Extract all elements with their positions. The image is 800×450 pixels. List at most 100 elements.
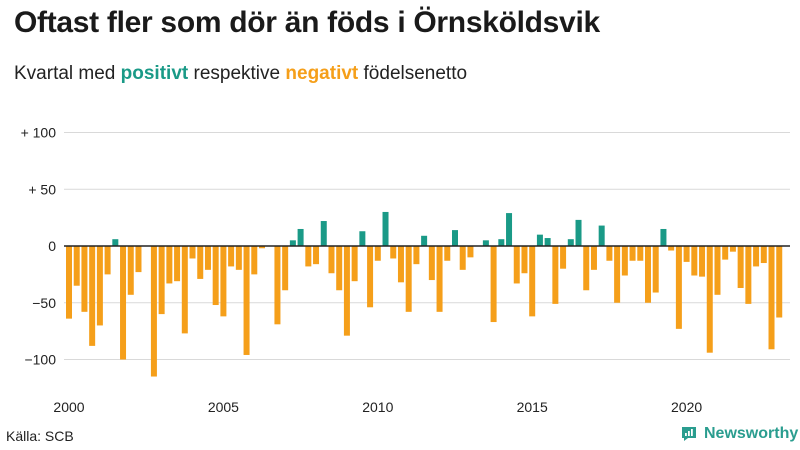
bar-negative — [189, 246, 196, 259]
bar-negative — [235, 246, 242, 270]
bar-negative — [150, 246, 157, 377]
bar-negative — [768, 246, 775, 350]
bar-negative — [197, 246, 204, 279]
bar-negative — [343, 246, 350, 336]
bar-positive — [297, 228, 304, 246]
bar-negative — [120, 246, 127, 360]
bar-negative — [274, 246, 281, 325]
subtitle-middle: respektive — [193, 63, 281, 84]
bar-negative — [436, 246, 443, 312]
subtitle-prefix: Kvartal med — [14, 63, 116, 84]
bar-negative — [714, 246, 721, 295]
y-tick-label: −50 — [32, 295, 56, 311]
bar-negative — [683, 246, 690, 262]
bar-negative — [722, 246, 729, 260]
bar-negative — [181, 246, 188, 334]
bar-negative — [351, 246, 358, 282]
bar-negative — [760, 246, 767, 264]
bar-negative — [367, 246, 374, 308]
bar-negative — [259, 246, 265, 249]
bar-negative — [243, 246, 250, 355]
bar-negative — [753, 246, 760, 267]
y-tick-label: + 50 — [28, 181, 56, 197]
bar-negative — [444, 246, 451, 261]
bar-negative — [104, 246, 111, 275]
bar-negative — [96, 246, 103, 326]
bar-positive — [382, 211, 389, 246]
bar-negative — [220, 246, 227, 317]
y-axis: + 100 + 50 0 −50 −100 — [21, 125, 57, 368]
chart-subtitle: Kvartal med positivt respektive negativt… — [14, 63, 467, 85]
bar-negative — [212, 246, 219, 306]
bar-positive — [567, 239, 574, 246]
bar-positive — [320, 221, 327, 246]
bar-positive — [498, 239, 505, 246]
bar-positive — [506, 213, 513, 246]
bar-negative — [328, 246, 335, 274]
bar-negative — [305, 246, 312, 267]
source-note: Källa: SCB — [6, 428, 74, 444]
bar-negative — [174, 246, 181, 282]
x-tick-label: 2005 — [208, 399, 239, 415]
bar-positive — [289, 240, 296, 246]
bar-negative — [127, 246, 134, 295]
bar-negative — [467, 246, 474, 258]
newsworthy-icon — [682, 427, 696, 441]
bar-negative — [313, 246, 320, 265]
x-tick-label: 2010 — [362, 399, 393, 415]
bar-negative — [89, 246, 96, 346]
chart-title: Oftast fler som dör än föds i Örnsköldsv… — [14, 6, 600, 39]
bar-negative — [81, 246, 88, 312]
bar-positive — [452, 230, 458, 246]
bar-negative — [413, 246, 420, 265]
bar-negative — [158, 246, 165, 315]
bar-positive — [482, 240, 489, 246]
bars — [66, 211, 783, 377]
bar-negative — [629, 246, 636, 261]
bar-chart: + 100 + 50 0 −50 −100 2000 2005 2010 2015 2020 — [21, 125, 790, 415]
bar-positive — [598, 225, 605, 246]
subtitle-positive-word: positivt — [120, 63, 189, 84]
bar-positive — [544, 238, 551, 246]
bar-negative — [521, 246, 528, 274]
newsworthy-logo: Newsworthy — [680, 425, 798, 443]
bar-negative — [560, 246, 567, 269]
subtitle-suffix: födelsenetto — [363, 63, 468, 84]
bar-negative — [590, 246, 597, 270]
bar-negative — [668, 246, 675, 251]
bar-negative — [645, 246, 651, 303]
bar-negative — [490, 246, 497, 323]
bar-negative — [282, 246, 289, 291]
bar-negative — [691, 246, 698, 276]
x-tick-label: 2000 — [53, 399, 84, 415]
bar-negative — [552, 246, 559, 304]
bar-negative — [529, 246, 536, 317]
bar-negative — [405, 246, 412, 312]
x-axis: 2000 2005 2010 2015 2020 — [53, 399, 702, 415]
bar-negative — [374, 246, 381, 261]
bar-negative — [621, 246, 628, 276]
bar-negative — [745, 246, 752, 304]
x-tick-label: 2015 — [517, 399, 548, 415]
bar-negative — [513, 246, 520, 284]
bar-negative — [428, 246, 435, 281]
bar-negative — [614, 246, 621, 303]
bar-negative — [729, 246, 736, 252]
bar-positive — [575, 219, 582, 246]
bar-negative — [66, 246, 72, 319]
x-tick-label: 2020 — [671, 399, 702, 415]
bar-negative — [675, 246, 682, 329]
bar-negative — [135, 246, 142, 273]
bar-positive — [359, 231, 366, 246]
bar-negative — [166, 246, 173, 284]
bar-negative — [204, 246, 211, 270]
bar-negative — [73, 246, 80, 286]
bar-negative — [652, 246, 659, 293]
bar-negative — [776, 246, 783, 318]
y-tick-label: + 100 — [21, 125, 57, 141]
bar-negative — [390, 246, 397, 259]
bar-negative — [228, 246, 235, 267]
bar-positive — [536, 234, 543, 246]
y-tick-label: 0 — [48, 238, 56, 254]
bar-negative — [706, 246, 713, 353]
